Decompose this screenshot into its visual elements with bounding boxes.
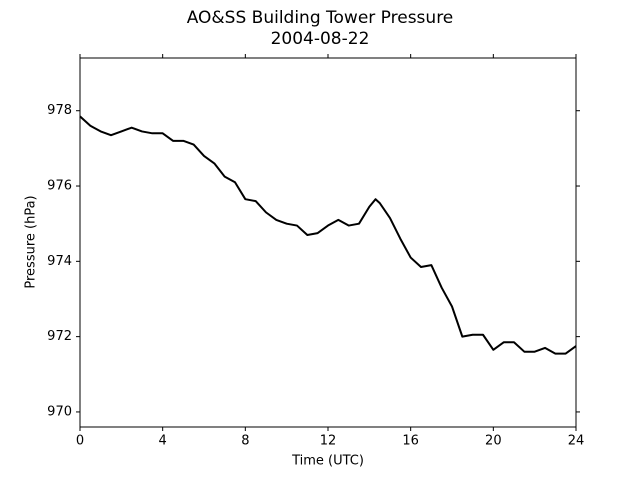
x-tick-label: 24 [568, 434, 585, 449]
y-tick-label: 976 [47, 179, 72, 194]
x-axis-label: Time (UTC) [291, 454, 364, 469]
line [79, 115, 577, 355]
plot-frame [79, 57, 577, 428]
x-tick-label: 20 [485, 434, 502, 449]
chart-title: AO&SS Building Tower Pressure [187, 8, 454, 28]
x-tick-label: 4 [159, 434, 167, 449]
y-axis-label: Pressure (hPa) [24, 195, 39, 288]
chart-subtitle: 2004-08-22 [271, 29, 370, 49]
x-tick-label: 12 [320, 434, 337, 449]
x-tick-label: 8 [241, 434, 249, 449]
x-tick-label: 0 [76, 434, 84, 449]
y-tick-label: 972 [47, 329, 72, 344]
x-tick-label: 16 [402, 434, 419, 449]
y-tick-label: 978 [47, 103, 72, 118]
y-tick-label: 974 [47, 254, 72, 269]
y-tick-label: 970 [47, 404, 72, 419]
